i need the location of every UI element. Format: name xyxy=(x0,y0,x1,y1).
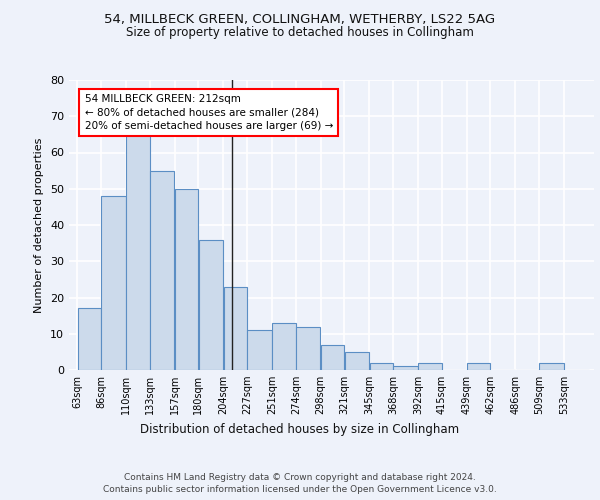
Bar xyxy=(77,308,101,370)
Bar xyxy=(101,196,126,370)
Bar xyxy=(126,127,149,370)
Text: 54, MILLBECK GREEN, COLLINGHAM, WETHERBY, LS22 5AG: 54, MILLBECK GREEN, COLLINGHAM, WETHERBY… xyxy=(104,12,496,26)
Bar xyxy=(539,363,564,370)
Bar xyxy=(344,352,369,370)
Bar xyxy=(418,363,442,370)
Bar xyxy=(394,366,418,370)
Bar xyxy=(296,326,320,370)
Text: Contains HM Land Registry data © Crown copyright and database right 2024.
Contai: Contains HM Land Registry data © Crown c… xyxy=(103,472,497,494)
Bar xyxy=(321,344,344,370)
Y-axis label: Number of detached properties: Number of detached properties xyxy=(34,138,44,312)
Bar xyxy=(247,330,272,370)
Bar xyxy=(467,363,490,370)
Bar xyxy=(224,286,247,370)
Bar xyxy=(199,240,223,370)
Text: Size of property relative to detached houses in Collingham: Size of property relative to detached ho… xyxy=(126,26,474,39)
Bar xyxy=(175,188,198,370)
Text: Distribution of detached houses by size in Collingham: Distribution of detached houses by size … xyxy=(140,422,460,436)
Text: 54 MILLBECK GREEN: 212sqm
← 80% of detached houses are smaller (284)
20% of semi: 54 MILLBECK GREEN: 212sqm ← 80% of detac… xyxy=(85,94,333,131)
Bar xyxy=(272,323,296,370)
Bar xyxy=(370,363,393,370)
Bar xyxy=(150,170,175,370)
